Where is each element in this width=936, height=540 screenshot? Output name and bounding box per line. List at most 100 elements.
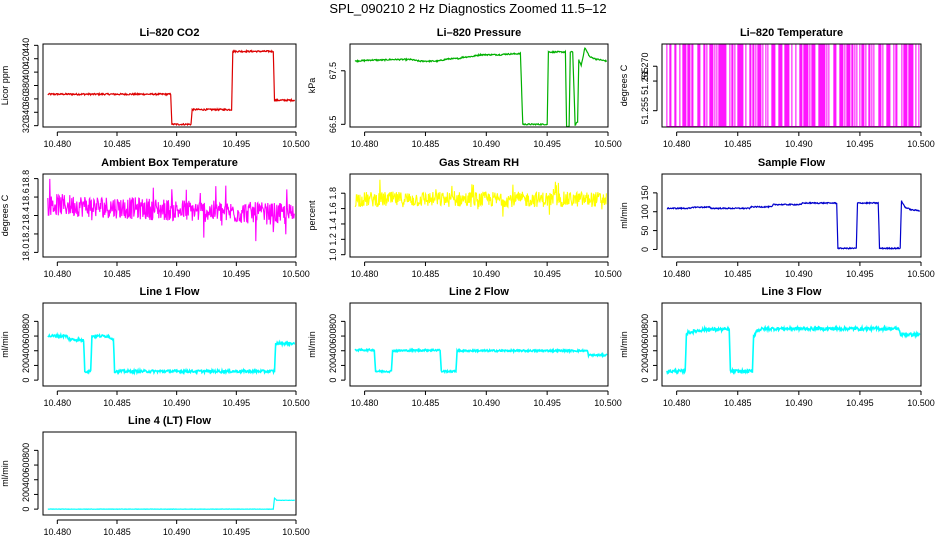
x-tick-label: 10.495 — [846, 269, 874, 279]
x-tick-label: 10.480 — [351, 269, 379, 279]
plot-frame — [661, 302, 922, 387]
y-tick-label: 0 — [328, 378, 338, 383]
x-tick-label: 10.485 — [724, 269, 752, 279]
chart-rh: Gas Stream RH percent 10.480 10.485 10.490 10… — [307, 157, 622, 279]
data-series — [666, 324, 921, 376]
x-tick-label: 10.490 — [163, 398, 191, 408]
data-series — [47, 331, 296, 376]
y-tick-label: 18.6 — [21, 188, 31, 206]
x-tick-label: 10.480 — [663, 398, 691, 408]
x-tick-label: 10.500 — [907, 398, 935, 408]
y-tick-label: 51.255 — [640, 97, 650, 125]
x-tick-label: 10.485 — [103, 269, 131, 279]
y-tick-label: 600 — [640, 329, 650, 344]
x-tick-label: 10.480 — [44, 269, 72, 279]
y-tick-label: 0 — [640, 378, 650, 383]
chart-co2: Li–820 CO2 Licor ppm 10.480 10.485 10.490 10.… — [0, 27, 310, 149]
series-line — [47, 497, 295, 510]
x-tick-label: 10.480 — [44, 527, 72, 537]
y-tick-label: 50 — [640, 226, 650, 236]
x-tick-label: 10.500 — [282, 527, 310, 537]
y-tick-label: 200 — [21, 487, 31, 502]
y-tick-label: 800 — [328, 314, 338, 329]
series-line — [666, 324, 921, 376]
y-tick-label: 600 — [328, 329, 338, 344]
y-tick-label: 51.265 — [640, 67, 650, 95]
y-axis-label: Licor ppm — [0, 66, 10, 106]
series-line — [47, 331, 296, 376]
series-line — [354, 47, 607, 127]
y-tick-label: 380 — [21, 78, 31, 93]
series-line — [47, 48, 296, 127]
plot-frame — [661, 43, 922, 128]
y-axis-label: percent — [307, 200, 317, 231]
x-tick-label: 10.490 — [473, 269, 501, 279]
data-series — [354, 179, 607, 217]
x-tick-label: 10.490 — [163, 269, 191, 279]
x-tick-label: 10.480 — [351, 398, 379, 408]
plot-frame — [42, 302, 297, 387]
y-tick-label: 320 — [21, 118, 31, 133]
y-tick-label: 360 — [21, 91, 31, 106]
x-tick-label: 10.500 — [282, 139, 310, 149]
plot-frame — [661, 173, 922, 258]
x-tick-label: 10.495 — [533, 269, 561, 279]
chart-line1: Line 1 Flow ml/min 10.480 10.485 10.490 10.49… — [0, 286, 310, 408]
x-tick-label: 10.490 — [785, 398, 813, 408]
series-line — [47, 178, 295, 242]
chart-line3: Line 3 Flow ml/min 10.480 10.485 10.490 10.49… — [619, 286, 935, 408]
x-tick-label: 10.485 — [412, 398, 440, 408]
y-tick-label: 0 — [21, 378, 31, 383]
x-tick-label: 10.495 — [533, 398, 561, 408]
x-tick-label: 10.495 — [223, 269, 251, 279]
x-tick-label: 10.485 — [103, 527, 131, 537]
y-tick-label: 18.2 — [21, 225, 31, 243]
x-tick-label: 10.490 — [785, 139, 813, 149]
x-tick-label: 10.495 — [223, 139, 251, 149]
chart-title: Li–820 CO2 — [140, 27, 200, 39]
x-tick-label: 10.500 — [282, 398, 310, 408]
x-tick-label: 10.495 — [533, 139, 561, 149]
chart-pressure: Li–820 Pressure kPa 10.480 10.485 10.490 10.4… — [307, 27, 622, 149]
chart-title: Line 4 (LT) Flow — [128, 415, 211, 427]
y-tick-label: 600 — [21, 329, 31, 344]
series-line — [354, 179, 607, 217]
y-tick-label: 400 — [21, 472, 31, 487]
x-tick-label: 10.480 — [44, 398, 72, 408]
data-series — [666, 200, 921, 251]
plot-frame — [42, 173, 297, 258]
x-tick-label: 10.500 — [907, 139, 935, 149]
data-series — [47, 48, 296, 127]
y-tick-label: 400 — [328, 343, 338, 358]
y-tick-label: 1.4 — [328, 218, 338, 231]
chart-title: Ambient Box Temperature — [101, 157, 238, 169]
x-tick-label: 10.485 — [412, 269, 440, 279]
y-tick-label: 51.270 — [640, 52, 650, 80]
x-tick-label: 10.490 — [785, 269, 813, 279]
y-tick-label: 150 — [640, 185, 650, 200]
x-tick-label: 10.485 — [103, 139, 131, 149]
x-tick-label: 10.490 — [473, 139, 501, 149]
y-tick-label: 800 — [640, 314, 650, 329]
data-series — [354, 47, 607, 127]
chart-title: Li–820 Pressure — [437, 27, 521, 39]
y-axis-label: ml/min — [619, 331, 629, 358]
data-series — [47, 178, 295, 242]
data-series — [47, 497, 295, 510]
y-tick-label: 200 — [328, 358, 338, 373]
x-tick-label: 10.480 — [351, 139, 379, 149]
y-tick-label: 800 — [21, 314, 31, 329]
y-tick-label: 200 — [21, 358, 31, 373]
x-tick-label: 10.500 — [907, 269, 935, 279]
x-tick-label: 10.500 — [282, 269, 310, 279]
plot-frame — [349, 173, 609, 258]
chart-title: Line 1 Flow — [140, 286, 200, 298]
y-axis-label: ml/min — [619, 202, 629, 229]
chart-sample: Sample Flow ml/min 10.480 10.485 10.490 10.49… — [619, 157, 935, 279]
x-tick-label: 10.495 — [223, 398, 251, 408]
y-tick-label: 1.0 — [328, 248, 338, 261]
y-tick-label: 600 — [21, 458, 31, 473]
data-series — [666, 44, 920, 127]
y-tick-label: 420 — [21, 51, 31, 66]
